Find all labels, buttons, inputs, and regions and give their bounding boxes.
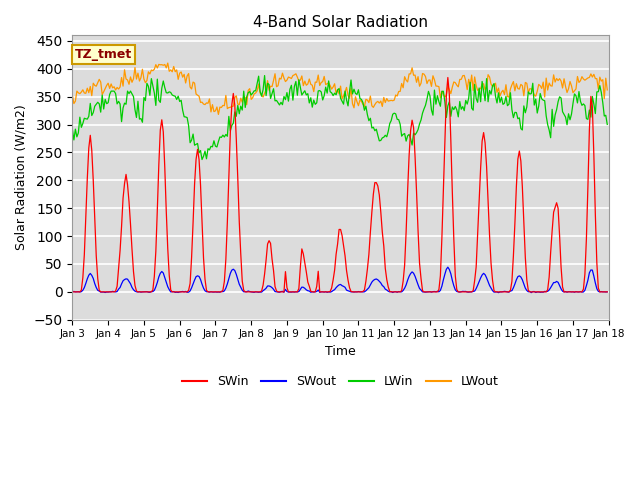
SWin <box>134 289 142 295</box>
LWin <box>247 92 255 98</box>
LWin <box>68 127 76 132</box>
SWout <box>495 290 502 296</box>
LWin <box>256 88 264 94</box>
SWin <box>444 74 452 80</box>
LWin <box>305 100 313 106</box>
SWout <box>577 288 584 294</box>
LWin <box>230 120 237 126</box>
LWout <box>249 95 257 101</box>
LWin <box>260 72 268 78</box>
Line: LWin: LWin <box>72 75 607 159</box>
Legend: SWin, SWout, LWin, LWout: SWin, SWout, LWin, LWout <box>177 370 504 393</box>
LWin <box>198 156 206 162</box>
SWin <box>246 289 253 295</box>
LWin <box>577 98 584 104</box>
SWout <box>604 289 611 295</box>
LWout <box>68 93 76 98</box>
LWin <box>604 121 611 127</box>
SWout <box>68 289 76 295</box>
LWout <box>134 70 142 76</box>
SWin <box>255 289 262 295</box>
Text: TZ_tmet: TZ_tmet <box>75 48 132 61</box>
Y-axis label: Solar Radiation (W/m2): Solar Radiation (W/m2) <box>15 105 28 251</box>
SWout <box>303 287 310 293</box>
SWout <box>444 264 452 270</box>
LWout <box>214 111 222 117</box>
Line: LWout: LWout <box>72 63 607 114</box>
SWout <box>246 288 253 294</box>
X-axis label: Time: Time <box>325 345 356 358</box>
SWin <box>68 289 76 295</box>
SWout <box>134 289 142 295</box>
LWout <box>231 95 239 100</box>
Line: SWout: SWout <box>72 267 607 293</box>
LWout <box>164 60 172 66</box>
SWout <box>255 289 262 295</box>
SWin <box>604 289 611 295</box>
Title: 4-Band Solar Radiation: 4-Band Solar Radiation <box>253 15 428 30</box>
Line: SWin: SWin <box>72 77 607 292</box>
LWout <box>577 78 584 84</box>
SWin <box>575 289 583 295</box>
SWin <box>303 269 310 275</box>
LWout <box>604 87 611 93</box>
LWin <box>134 98 142 104</box>
SWout <box>228 267 236 273</box>
SWin <box>228 102 236 108</box>
LWout <box>258 92 266 98</box>
LWout <box>305 76 313 82</box>
